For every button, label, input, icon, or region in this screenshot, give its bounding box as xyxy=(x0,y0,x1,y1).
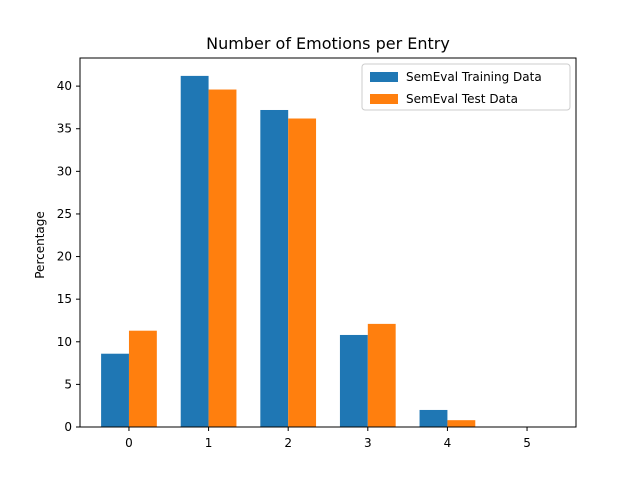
bars-layer xyxy=(101,75,528,428)
bar-test-2 xyxy=(288,118,317,428)
y-tick-label-40: 40 xyxy=(57,79,72,93)
bar-test-1 xyxy=(208,89,237,427)
bar-test-4 xyxy=(447,420,476,427)
y-tick-label-0: 0 xyxy=(64,420,72,434)
y-tick-label-10: 10 xyxy=(57,335,72,349)
y-tick-label-5: 5 xyxy=(64,377,72,391)
legend-label-training: SemEval Training Data xyxy=(406,70,542,84)
legend-label-test: SemEval Test Data xyxy=(406,92,518,106)
bar-test-0 xyxy=(128,330,157,427)
bar-training-2 xyxy=(260,109,289,428)
legend-box xyxy=(361,63,571,111)
x-tick-label-2: 2 xyxy=(284,436,292,450)
x-tick-label-4: 4 xyxy=(444,436,452,450)
bar-training-0 xyxy=(101,353,129,427)
y-tick-label-25: 25 xyxy=(57,207,72,221)
x-tick-label-3: 3 xyxy=(364,436,372,450)
bar-training-1 xyxy=(180,75,209,428)
axes-layer: 0 1 2 3 4 5 0 5 10 15 20 25 30 35 40 xyxy=(57,57,577,450)
x-tick-label-0: 0 xyxy=(125,436,133,450)
y-tick-label-15: 15 xyxy=(57,292,72,306)
legend-swatch-test xyxy=(370,94,398,104)
legend-swatch-training xyxy=(370,72,398,82)
y-tick-label-20: 20 xyxy=(57,250,72,264)
x-tick-label-1: 1 xyxy=(205,436,213,450)
plot-frame xyxy=(79,57,577,428)
bar-training-4 xyxy=(419,409,448,427)
y-tick-label-30: 30 xyxy=(57,164,72,178)
y-tick-label-35: 35 xyxy=(57,122,72,136)
y-axis-label: Percentage xyxy=(33,211,47,279)
legend: SemEval Training Data SemEval Test Data xyxy=(361,63,571,111)
chart-title: Number of Emotions per Entry xyxy=(206,34,450,53)
bar-test-3 xyxy=(367,323,396,427)
x-tick-label-5: 5 xyxy=(523,436,531,450)
bar-training-3 xyxy=(339,334,368,427)
